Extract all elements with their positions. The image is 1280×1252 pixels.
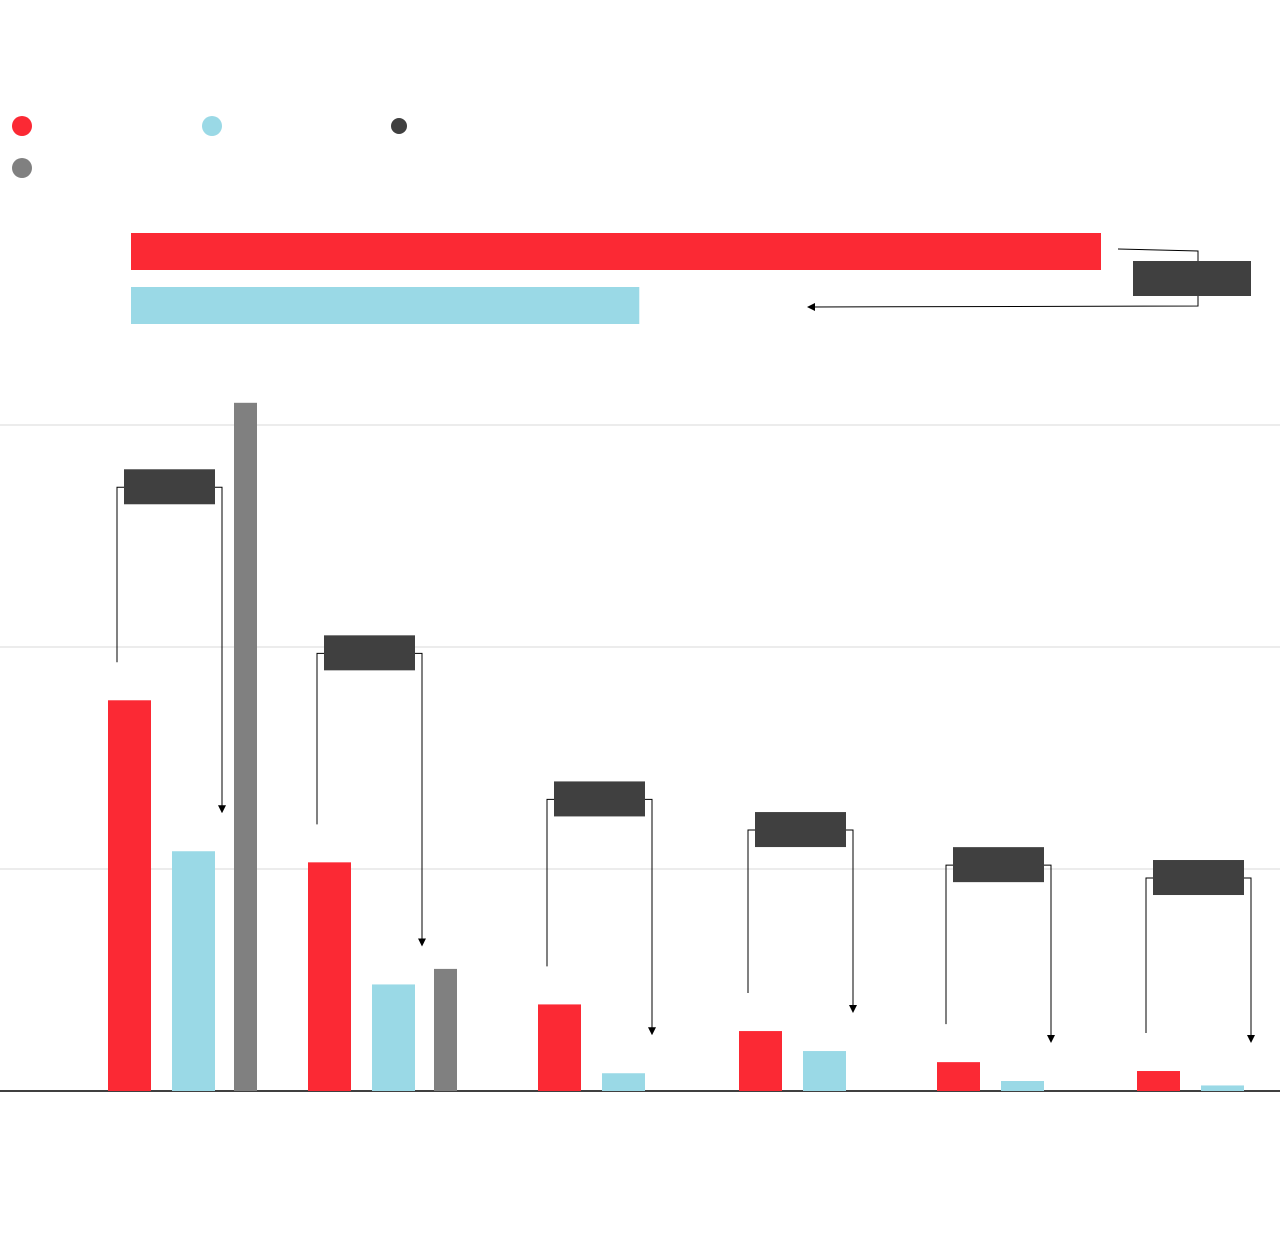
bar [108, 700, 151, 1091]
annotations [116, 469, 1255, 1043]
horizontal-bar-chart [131, 233, 1251, 324]
annotation-connector [214, 486, 226, 814]
legend-dot-icon [12, 158, 32, 178]
hbar [131, 233, 1101, 270]
legend-item [12, 116, 32, 136]
annotation-connector [316, 652, 327, 825]
bar [372, 984, 415, 1091]
annotation-connector [1145, 877, 1156, 1034]
annotation-connector [1043, 864, 1055, 1043]
bar [234, 402, 257, 1091]
annotation-label-box [324, 635, 415, 671]
annotation-connector [1243, 877, 1255, 1043]
annotation-connector [747, 829, 758, 994]
bar [1201, 1085, 1244, 1091]
annotation-label-box [755, 812, 846, 848]
bar [434, 968, 457, 1091]
bar [739, 1031, 782, 1091]
bar [803, 1051, 846, 1091]
annotation-connector [945, 864, 956, 1025]
bar [538, 1004, 581, 1091]
bar [602, 1073, 645, 1091]
annotation-label-box [1153, 860, 1244, 896]
bar [172, 851, 215, 1091]
legend-dot-icon [12, 116, 32, 136]
bar [1001, 1081, 1044, 1091]
annotation-label-box [124, 469, 215, 505]
legend-item [202, 116, 222, 136]
annotation-label-box [953, 847, 1044, 883]
bar [937, 1062, 980, 1091]
annotation-connector [414, 652, 426, 947]
annotation-connector [644, 798, 656, 1036]
legend-dot-icon [391, 118, 407, 134]
bar [308, 862, 351, 1091]
hbar [131, 287, 640, 324]
legend [0, 0, 1280, 200]
bar [1137, 1071, 1180, 1091]
legend-dot-icon [202, 116, 222, 136]
legend-item [12, 158, 32, 178]
legend-item [391, 118, 407, 134]
annotation-connector [546, 798, 557, 967]
annotation-connector [116, 486, 127, 663]
annotation-connector [845, 829, 857, 1014]
annotation-label-box [1133, 261, 1251, 296]
vertical-bar-chart [108, 402, 1244, 1091]
annotation-label-box [554, 781, 645, 817]
